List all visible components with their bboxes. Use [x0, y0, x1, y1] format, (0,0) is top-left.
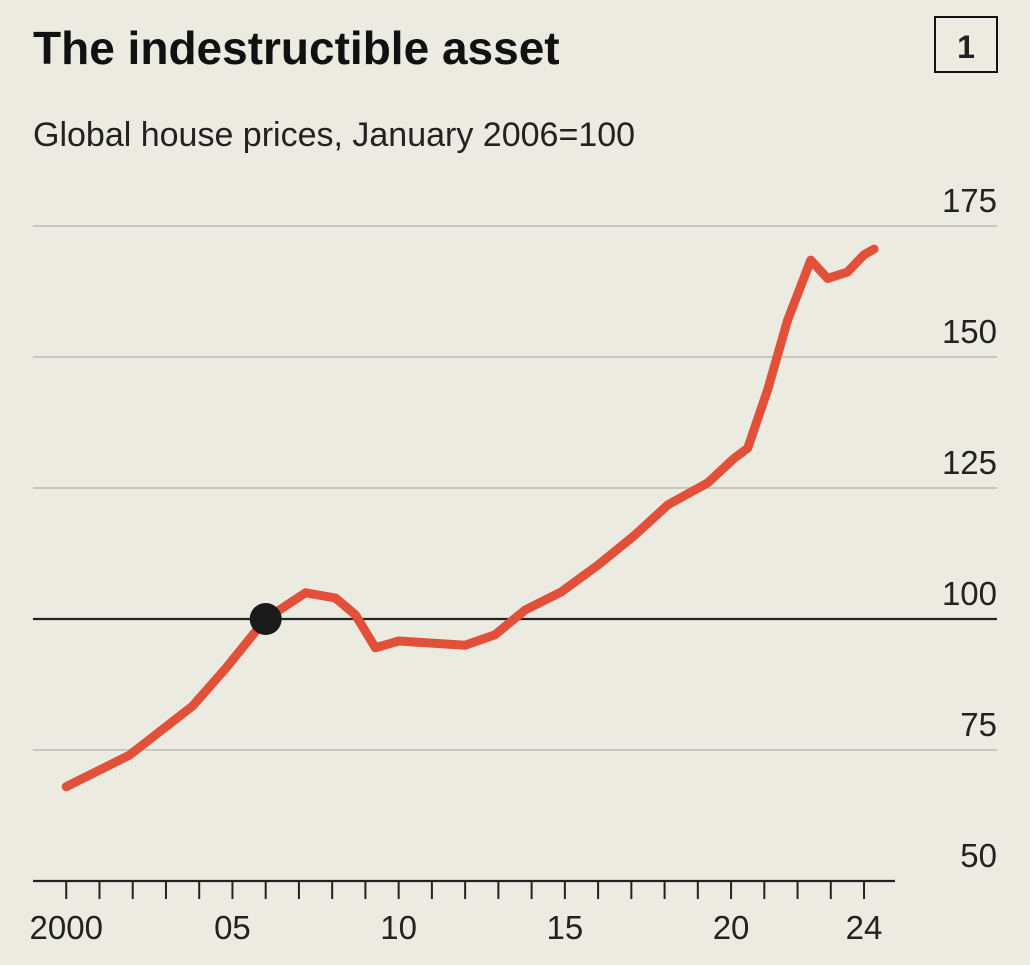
y-tick-label: 75: [960, 706, 997, 743]
y-tick-label: 100: [942, 575, 997, 612]
y-tick-label: 125: [942, 444, 997, 481]
marker-point: [249, 603, 282, 635]
x-tick-label: 05: [214, 909, 251, 946]
x-tick-label: 2000: [30, 909, 103, 946]
x-tick-label: 10: [380, 909, 417, 946]
x-tick-label: 15: [547, 909, 584, 946]
x-tick-label: 20: [713, 909, 750, 946]
badge: 1: [957, 29, 975, 65]
x-tick-label: 24: [846, 909, 883, 946]
badge-box: [934, 16, 998, 73]
y-tick-label: 150: [942, 313, 997, 350]
line-series: [61, 244, 879, 792]
chart-title: The indestructible asset: [33, 22, 560, 74]
chart-subtitle: Global house prices, January 2006=100: [33, 116, 635, 154]
y-tick-label: 50: [960, 837, 997, 874]
y-tick-label: 175: [942, 182, 997, 219]
